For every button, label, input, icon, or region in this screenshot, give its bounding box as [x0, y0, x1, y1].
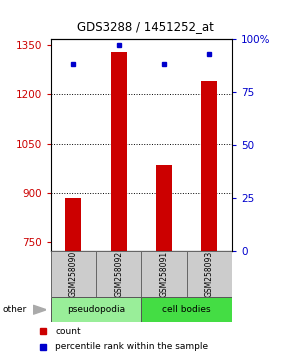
Bar — [96, 251, 142, 297]
Bar — [142, 251, 187, 297]
Text: cell bodies: cell bodies — [162, 305, 211, 314]
Text: GSM258091: GSM258091 — [160, 251, 168, 297]
Text: other: other — [3, 305, 27, 314]
Text: percentile rank within the sample: percentile rank within the sample — [55, 342, 208, 352]
Text: GDS3288 / 1451252_at: GDS3288 / 1451252_at — [77, 20, 213, 33]
Bar — [51, 251, 96, 297]
Text: pseudopodia: pseudopodia — [67, 305, 125, 314]
Bar — [202, 81, 217, 251]
Bar — [111, 52, 127, 251]
Text: GSM258090: GSM258090 — [69, 251, 78, 297]
Bar — [51, 297, 142, 322]
Text: count: count — [55, 326, 81, 336]
Text: GSM258092: GSM258092 — [114, 251, 123, 297]
Bar — [66, 198, 81, 251]
Bar — [156, 165, 172, 251]
Text: GSM258093: GSM258093 — [205, 251, 214, 297]
Bar — [142, 297, 232, 322]
Bar — [187, 251, 232, 297]
Polygon shape — [33, 305, 46, 314]
